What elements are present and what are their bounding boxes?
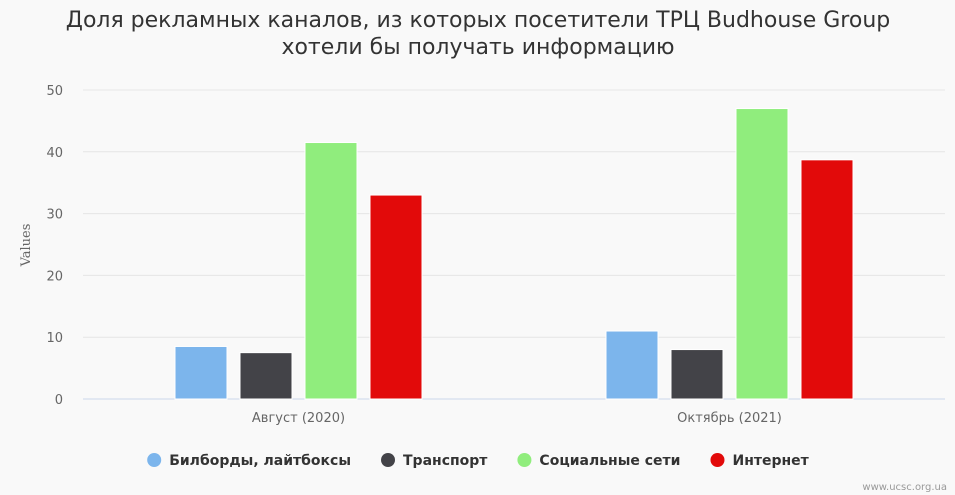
chart-title-line-2: хотели бы получать информацию <box>281 35 674 60</box>
y-tick-label: 20 <box>46 269 63 284</box>
y-tick-label: 0 <box>55 393 63 408</box>
legend-item[interactable]: Транспорт <box>381 453 488 469</box>
legend-marker <box>517 453 532 467</box>
legend-item[interactable]: Билборды, лайтбоксы <box>147 453 351 469</box>
bars <box>174 108 854 400</box>
legend-label: Социальные сети <box>539 453 680 469</box>
y-tick-label: 50 <box>46 84 63 99</box>
y-tick-label: 10 <box>46 331 63 346</box>
bar-0-0[interactable] <box>174 345 228 400</box>
bar-1-1[interactable] <box>670 349 724 400</box>
y-tick-label: 40 <box>46 146 63 161</box>
x-tick-labels: Август (2020) Октябрь (2021) <box>252 411 782 426</box>
y-axis-label: Values <box>19 224 34 268</box>
x-tick-label: Август (2020) <box>252 411 345 426</box>
bar-1-0[interactable] <box>605 330 659 400</box>
y-tick-labels: 0 10 20 30 40 50 <box>46 84 63 408</box>
bar-0-1[interactable] <box>239 352 293 400</box>
legend-label: Транспорт <box>403 453 488 469</box>
bar-1-2[interactable] <box>735 108 789 400</box>
legend-item[interactable]: Интернет <box>710 453 810 469</box>
legend-item[interactable]: Социальные сети <box>517 453 680 469</box>
bar-0-2[interactable] <box>304 142 358 400</box>
bar-0-3[interactable] <box>369 194 423 400</box>
bar-1-3[interactable] <box>800 159 854 400</box>
legend-marker <box>147 453 162 467</box>
legend-label: Билборды, лайтбоксы <box>169 453 351 469</box>
y-tick-label: 30 <box>46 208 63 223</box>
chart-title-line-1: Доля рекламных каналов, из которых посет… <box>66 8 890 33</box>
legend: Билборды, лайтбоксы Транспорт Социальные с… <box>147 453 810 469</box>
legend-marker <box>710 453 725 467</box>
legend-marker <box>381 453 395 467</box>
credit-text[interactable]: www.ucsc.org.ua <box>862 482 947 493</box>
x-tick-label: Октябрь (2021) <box>677 411 782 426</box>
legend-label: Интернет <box>732 453 809 469</box>
